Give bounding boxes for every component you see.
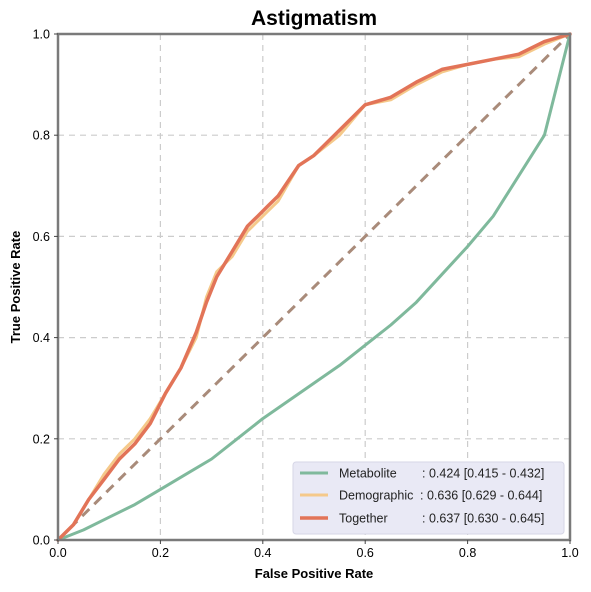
x-tick-label: 0.8	[459, 546, 476, 560]
y-tick-label: 0.8	[33, 129, 50, 143]
legend: Metabolite : 0.424 [0.415 - 0.432] Demogra…	[293, 462, 564, 534]
legend-auc-metabolite: : 0.424 [0.415 - 0.432]	[422, 467, 544, 481]
x-tick-label: 0.2	[152, 546, 169, 560]
legend-name-together: Together	[339, 512, 388, 526]
chart-title: Astigmatism	[251, 7, 377, 30]
x-tick-label: 0.0	[49, 546, 66, 560]
legend-name-demographic: Demographic	[339, 489, 413, 503]
x-tick-label: 0.6	[357, 546, 374, 560]
y-tick-label: 0.2	[33, 432, 50, 446]
y-tick-label: 0.6	[33, 230, 50, 244]
x-tick-label: 0.4	[254, 546, 271, 560]
y-tick-label: 0.0	[33, 534, 50, 548]
legend-name-metabolite: Metabolite	[339, 467, 397, 481]
legend-auc-together: : 0.637 [0.630 - 0.645]	[422, 512, 544, 526]
y-axis-label: True Positive Rate	[8, 231, 23, 344]
y-tick-label: 1.0	[33, 28, 50, 42]
legend-auc-demographic: : 0.636 [0.629 - 0.644]	[420, 489, 542, 503]
y-tick-label: 0.4	[33, 331, 50, 345]
x-tick-label: 1.0	[561, 546, 578, 560]
x-axis-label: False Positive Rate	[255, 566, 374, 581]
